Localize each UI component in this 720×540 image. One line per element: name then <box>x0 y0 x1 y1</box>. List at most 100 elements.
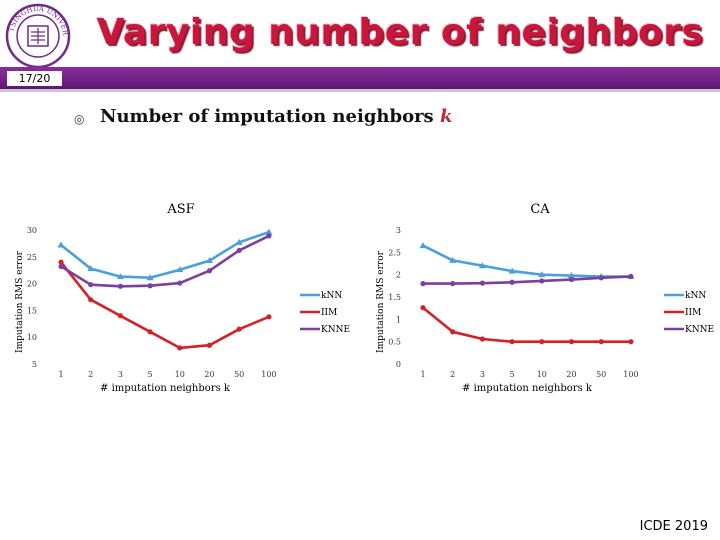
data-point-iim <box>568 339 575 345</box>
data-point-iim <box>479 336 485 342</box>
data-point-iim <box>266 314 272 320</box>
data-point-iim <box>206 342 213 348</box>
data-point-iim <box>539 339 545 345</box>
legend-label: kNN <box>685 291 706 301</box>
data-point-knn <box>478 262 486 269</box>
series-line-knn <box>60 230 270 280</box>
y-tick-label: 2 <box>396 271 401 280</box>
data-point-knn <box>419 242 427 249</box>
data-point-knn <box>206 257 213 264</box>
y-tick-label: 5 <box>32 360 37 369</box>
series-line-iim <box>59 261 270 350</box>
data-point-knn <box>568 272 575 279</box>
y-tick-label: 25 <box>27 253 37 262</box>
footer-text: ICDE 2019 <box>639 519 708 534</box>
data-point-knn <box>116 273 124 280</box>
chart-title: CA <box>530 202 550 217</box>
data-point-iim <box>628 339 634 345</box>
header-bar <box>0 67 720 89</box>
data-point-knn <box>57 241 65 248</box>
series-line-knne <box>423 275 631 285</box>
data-point-iim <box>177 345 183 351</box>
legend-label: KNNE <box>685 325 714 335</box>
y-tick-label: 15 <box>27 306 37 315</box>
y-tick-label: 2.5 <box>388 248 401 257</box>
slide-subtitle: Number of imputation neighbors k <box>100 106 452 127</box>
y-tick-label: 10 <box>27 333 37 342</box>
data-point-knne <box>598 275 604 281</box>
x-tick-label: 5 <box>510 370 515 379</box>
subtitle-text: Number of imputation neighbors <box>100 106 440 127</box>
x-tick-label: 50 <box>596 370 606 379</box>
data-point-knne <box>236 247 242 253</box>
series-line-knn <box>422 244 631 278</box>
data-point-knne <box>479 280 485 286</box>
data-point-iim <box>117 313 123 319</box>
data-point-iim <box>450 329 456 335</box>
data-point-knn <box>508 267 516 274</box>
y-tick-label: 0.5 <box>388 338 401 347</box>
x-tick-label: 3 <box>118 370 123 379</box>
data-point-knne <box>206 268 213 274</box>
x-tick-label: 10 <box>537 370 547 379</box>
series-line-knne <box>60 234 270 288</box>
data-point-knn <box>87 265 95 272</box>
x-tick-label: 10 <box>175 370 185 379</box>
data-point-knne <box>177 280 183 286</box>
x-tick-label: 50 <box>234 370 244 379</box>
y-tick-label: 0 <box>396 360 401 369</box>
data-point-knne <box>628 273 634 280</box>
data-point-knne <box>450 281 456 287</box>
y-tick-label: 1 <box>396 315 401 324</box>
header-bar-strip <box>0 89 720 92</box>
y-tick-label: 20 <box>27 280 37 289</box>
data-point-knne <box>420 281 426 287</box>
y-axis-label: Imputation RMS error <box>15 250 25 353</box>
x-tick-label: 2 <box>450 370 455 379</box>
slide-title: Varying number of neighbors <box>96 12 704 53</box>
data-point-iim <box>236 326 242 332</box>
legend-label: KNNE <box>321 325 350 335</box>
x-tick-label: 20 <box>566 370 576 379</box>
data-point-knn <box>265 228 273 235</box>
x-tick-label: 1 <box>420 370 425 379</box>
legend-label: IIM <box>685 308 701 318</box>
data-point-iim <box>88 297 94 303</box>
x-tick-label: 1 <box>58 370 63 379</box>
data-point-knn <box>449 256 457 263</box>
data-point-knn <box>146 274 154 281</box>
x-tick-label: 5 <box>148 370 153 379</box>
data-point-iim <box>58 259 64 265</box>
data-point-knne <box>539 278 545 284</box>
chart-title: ASF <box>166 202 194 217</box>
data-point-knne <box>147 283 153 289</box>
data-point-iim <box>598 339 604 345</box>
x-axis-label: # imputation neighbors k <box>462 383 593 394</box>
x-tick-label: 3 <box>480 370 485 379</box>
y-tick-label: 1.5 <box>388 293 401 302</box>
bullet-icon: ◎ <box>74 112 85 126</box>
y-tick-label: 30 <box>27 226 37 235</box>
legend-label: IIM <box>321 308 337 318</box>
data-point-knn <box>176 266 184 273</box>
data-point-knne <box>117 283 123 289</box>
x-axis-label: # imputation neighbors k <box>100 383 231 394</box>
data-point-knne <box>266 233 272 239</box>
data-point-knne <box>58 263 64 270</box>
x-tick-label: 2 <box>88 370 93 379</box>
series-line-iim <box>422 306 631 344</box>
subtitle-variable: k <box>439 106 453 127</box>
x-tick-label: 100 <box>261 370 276 379</box>
y-tick-label: 3 <box>396 226 401 235</box>
data-point-knne <box>568 276 575 283</box>
data-point-iim <box>147 329 153 335</box>
data-point-knn <box>538 271 546 278</box>
data-point-iim <box>420 305 426 311</box>
data-point-knne <box>509 279 515 285</box>
page-number: 17/20 <box>7 71 62 86</box>
data-point-knne <box>88 282 94 288</box>
data-point-iim <box>509 339 515 345</box>
data-point-knn <box>235 238 243 245</box>
legend-label: kNN <box>321 291 342 301</box>
